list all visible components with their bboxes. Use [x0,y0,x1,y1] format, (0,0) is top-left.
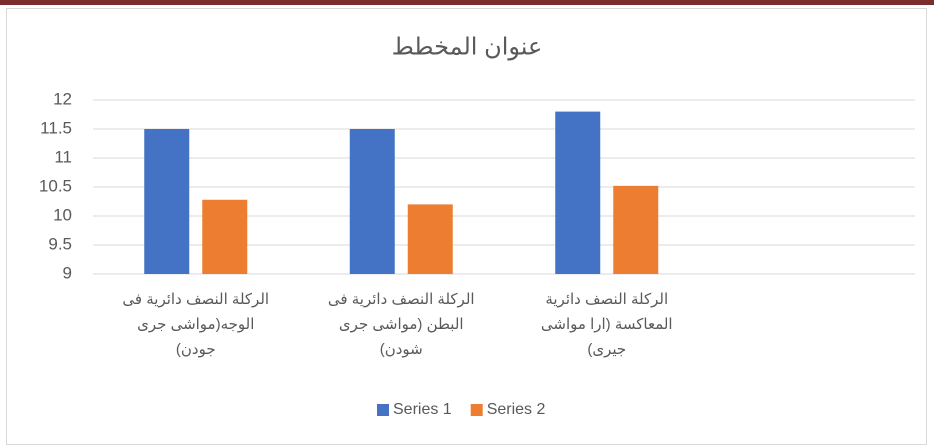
chart-title: عنوان المخطط [392,33,543,60]
x-tick-label: الركلة النصف دائرية فى البطن (مواشى جرى شو… [328,291,475,358]
bar [555,111,601,274]
bar [407,204,453,274]
legend-label: Series 2 [487,401,546,418]
legend-swatch [377,404,389,416]
y-tick-label: 10 [53,205,72,224]
bar [202,199,248,274]
y-tick-label: 11 [54,147,72,166]
y-tick-label: 9.5 [48,234,72,253]
legend-swatch [470,404,483,416]
bar [144,129,190,274]
y-tick-label: 11.5 [40,118,72,137]
x-tick-label: الركلة النصف دائرية فى الوجه(مواشى جرى جود… [122,291,269,358]
y-tick-label: 12 [53,89,72,108]
legend-label: Series 1 [393,401,452,418]
bar [613,185,659,274]
y-tick-label: 9 [63,263,72,282]
top-strip [0,0,934,5]
x-tick-label: الركلة النصف دائرية المعاكسة (ارا مواشى جي… [541,291,673,358]
y-tick-label: 10.5 [39,176,72,195]
bar [349,129,395,274]
